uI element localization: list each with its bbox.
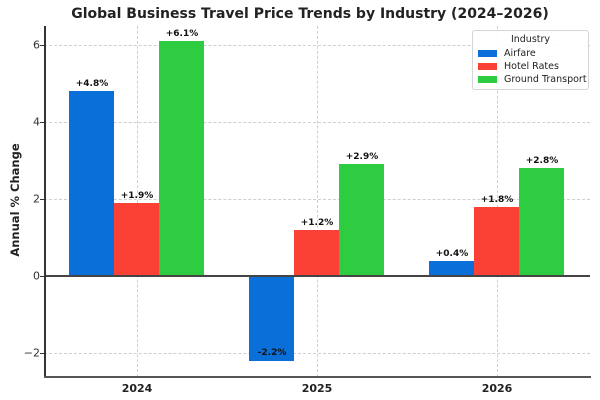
value-label: +2.9% <box>345 152 379 162</box>
value-label: +2.8% <box>525 156 559 166</box>
x-tick-label: 2026 <box>481 382 513 395</box>
value-label: +1.9% <box>120 191 154 201</box>
bar-hotel-2026 <box>474 207 519 276</box>
legend-label: Ground Transport <box>504 73 587 85</box>
y-tick-label: 2 <box>33 192 40 206</box>
y-tick-mark <box>40 45 44 46</box>
y-tick-mark <box>40 199 44 200</box>
legend-title: Industry <box>510 34 551 45</box>
bar-airfare-2024 <box>69 91 114 276</box>
legend-item-ground-transport: Ground Transport <box>478 73 587 85</box>
bar-airfare-2026 <box>429 261 474 276</box>
bar-airfare-2025 <box>249 276 294 361</box>
value-label: +6.1% <box>165 29 199 39</box>
gridline-x2024 <box>137 26 138 377</box>
chart-title: Global Business Travel Price Trends by I… <box>71 6 549 22</box>
bar-hotel-2024 <box>114 203 159 276</box>
legend-item-hotel-rates: Hotel Rates <box>478 60 559 72</box>
legend: Industry Airfare Hotel Rates Ground Tran… <box>472 30 589 90</box>
x-tick-label: 2025 <box>301 382 333 395</box>
y-tick-mark <box>40 276 44 277</box>
value-label: +1.8% <box>480 195 514 205</box>
zero-line <box>44 275 590 277</box>
y-tick-label: 4 <box>33 115 40 129</box>
y-tick-mark <box>40 122 44 123</box>
bar-hotel-2025 <box>294 230 339 276</box>
value-label: -2.2% <box>257 348 287 358</box>
x-axis <box>44 376 591 378</box>
gridline-x2025 <box>317 26 318 377</box>
y-tick-label: 0 <box>33 269 40 283</box>
bar-ground-2026 <box>519 168 564 276</box>
value-label: +4.8% <box>75 79 109 89</box>
value-label: +1.2% <box>300 218 334 228</box>
legend-label: Hotel Rates <box>504 60 559 72</box>
gridline-x2026 <box>497 26 498 377</box>
hotel-rates-swatch <box>478 62 497 70</box>
legend-label: Airfare <box>504 47 536 59</box>
legend-item-airfare: Airfare <box>478 47 536 59</box>
y-tick-mark <box>40 353 44 354</box>
bar-ground-2025 <box>339 164 384 276</box>
bar-ground-2024 <box>159 41 204 276</box>
y-tick-label: −2 <box>23 346 40 360</box>
y-axis <box>44 26 46 378</box>
value-label: +0.4% <box>435 249 469 259</box>
airfare-swatch <box>478 49 497 57</box>
x-tick-label: 2024 <box>121 382 153 395</box>
ground-transport-swatch <box>478 75 497 83</box>
y-tick-label: 6 <box>33 38 40 52</box>
